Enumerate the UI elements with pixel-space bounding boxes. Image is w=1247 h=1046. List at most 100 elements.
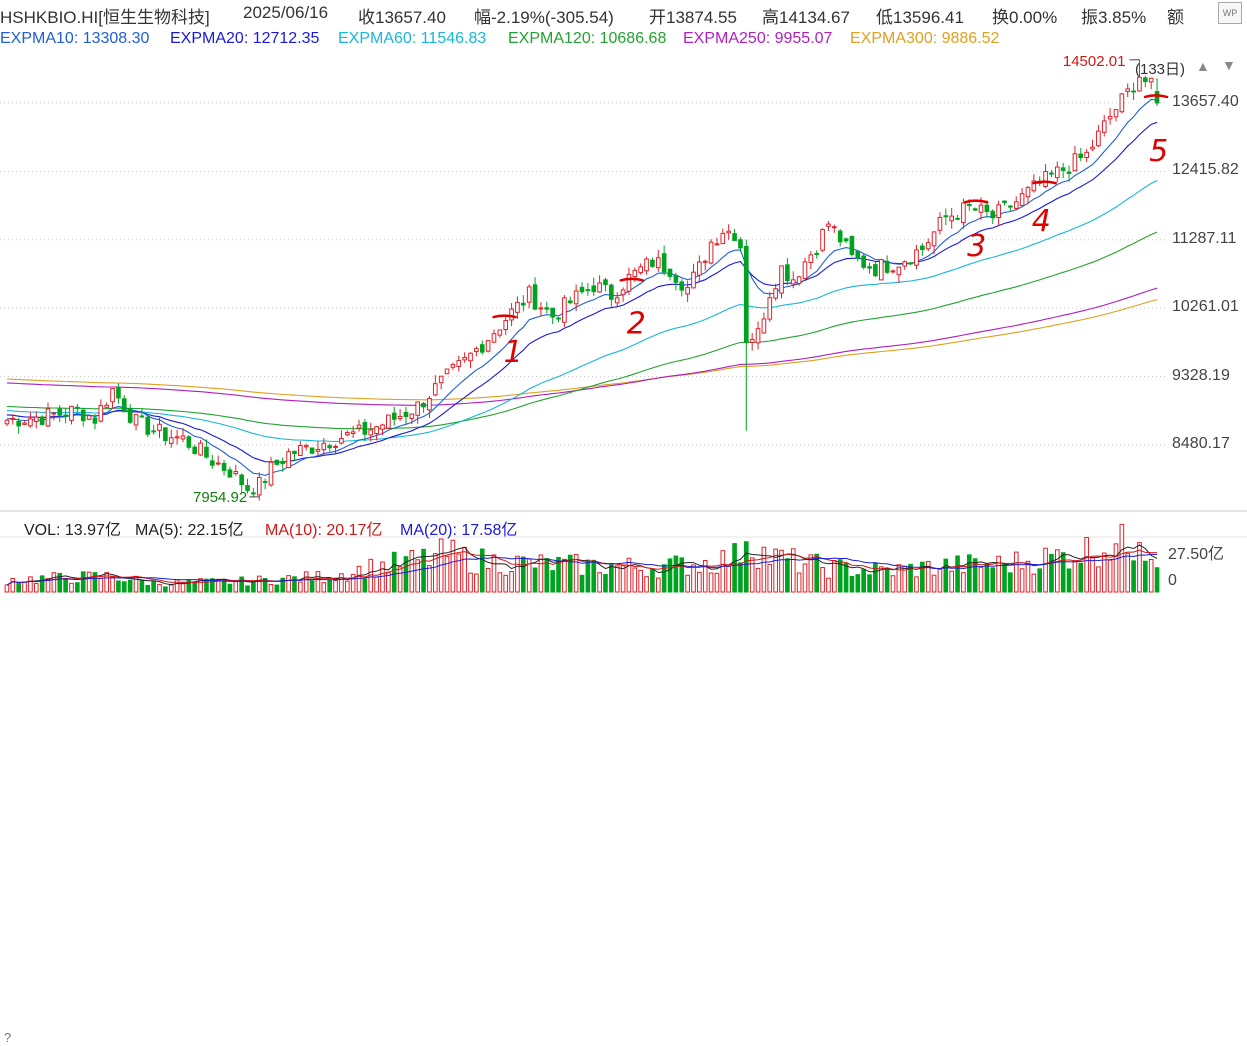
volume-bar xyxy=(1025,560,1031,593)
volume-bar xyxy=(1143,560,1148,593)
volume-bar xyxy=(468,572,473,593)
candle-body xyxy=(209,460,215,466)
y-tick-label: 10261.01 xyxy=(1172,298,1239,316)
candle-body xyxy=(485,340,491,352)
candle-body xyxy=(837,230,843,243)
volume-bar xyxy=(33,582,39,593)
volume-bar xyxy=(644,576,649,593)
candle-body xyxy=(221,462,227,471)
volume-bar xyxy=(104,572,110,593)
volume-bar xyxy=(955,555,960,593)
candle-body xyxy=(321,442,327,451)
volume-bar xyxy=(268,584,274,593)
volume-bar xyxy=(978,566,984,593)
volume-bar xyxy=(708,572,714,593)
candle-body xyxy=(614,297,620,304)
candle-body xyxy=(920,245,925,251)
candle-body xyxy=(925,242,931,250)
ema300-label: EXPMA300: 9886.52 xyxy=(850,30,1000,47)
candle-body xyxy=(679,281,685,291)
hand-dash-mark xyxy=(492,314,517,319)
volume-bar xyxy=(339,573,344,593)
candlestick-chart[interactable]: 14502.01 7954.92 1 2 3 4 5 xyxy=(0,0,1247,597)
volume-bar xyxy=(755,567,761,593)
candle-body xyxy=(368,429,374,436)
candle-body xyxy=(732,233,737,241)
hand-dash-mark xyxy=(1032,180,1057,185)
candle-body xyxy=(110,388,115,403)
candle-body xyxy=(80,409,86,422)
candle-body xyxy=(802,261,808,279)
candle-body xyxy=(374,426,379,435)
candle-body xyxy=(673,274,679,283)
candle-body xyxy=(667,268,673,277)
wp-button[interactable]: WP xyxy=(1218,2,1242,24)
ema60-label: EXPMA60: 11546.83 xyxy=(338,30,487,47)
amount-label: 额 xyxy=(1167,8,1184,27)
volume-bar xyxy=(990,567,996,593)
candle-body xyxy=(779,265,784,294)
ema10-line xyxy=(6,98,1158,476)
candle-body xyxy=(274,459,280,465)
volume-bar xyxy=(1107,559,1113,593)
volume-bar xyxy=(573,554,579,593)
volume-bar xyxy=(1049,553,1054,593)
volume-bar xyxy=(966,554,972,593)
volume-bar xyxy=(603,574,608,593)
question-icon[interactable]: ? xyxy=(4,1030,12,1045)
candle-body xyxy=(855,250,861,259)
candle-body xyxy=(386,414,391,429)
volume-bar xyxy=(1154,567,1160,593)
candle-body xyxy=(808,254,814,263)
y-tick-label: 8480.17 xyxy=(1172,434,1230,452)
candle-body xyxy=(1125,88,1131,92)
volume-bar xyxy=(790,548,796,593)
volume-bar xyxy=(110,576,115,593)
volume-bar xyxy=(743,541,749,593)
candle-body xyxy=(691,271,696,289)
candle-body xyxy=(708,241,714,264)
volume-bar xyxy=(820,567,825,593)
volume-bar xyxy=(139,579,145,593)
volume-bar xyxy=(274,584,280,593)
candle-body xyxy=(444,368,450,375)
volume-bar xyxy=(168,584,174,593)
candle-body xyxy=(333,445,338,448)
candle-body xyxy=(1002,200,1007,203)
candle-body xyxy=(63,414,68,417)
volume-bar xyxy=(937,568,943,593)
volume-bar xyxy=(245,585,250,593)
collapse-up-icon[interactable]: ▲ xyxy=(1196,58,1210,74)
volume-zero-label: 0 xyxy=(1168,572,1177,589)
volume-bar xyxy=(503,574,509,593)
candle-body xyxy=(362,422,368,435)
candle-body xyxy=(579,286,585,293)
candle-body xyxy=(1137,76,1142,92)
period-selector[interactable]: (133日) xyxy=(1135,61,1186,78)
candle-body xyxy=(785,264,790,282)
volume-bar xyxy=(655,577,661,593)
candle-body xyxy=(873,264,878,277)
volume-bar xyxy=(808,554,814,593)
candle-body xyxy=(1072,153,1078,172)
volume-bar xyxy=(620,565,626,593)
volume-bar xyxy=(344,580,350,593)
candle-body xyxy=(1154,91,1160,104)
candle-body xyxy=(438,375,444,384)
candle-body xyxy=(1019,193,1025,206)
dropdown-icon[interactable]: ▼ xyxy=(1222,57,1236,73)
volume-bar xyxy=(280,577,286,593)
volume-bar xyxy=(597,572,602,593)
candle-body xyxy=(268,461,274,486)
volume-bar xyxy=(685,574,690,593)
volume-bar xyxy=(1031,573,1037,593)
volume-bar xyxy=(837,559,843,593)
candle-body xyxy=(116,387,121,399)
volume-bar xyxy=(1013,551,1019,593)
volume-bar xyxy=(949,570,955,593)
volume-bar xyxy=(562,558,567,593)
candle-body xyxy=(532,284,538,310)
volume-bar xyxy=(39,575,45,593)
volume-bar xyxy=(914,576,919,593)
volume-bar xyxy=(1043,547,1048,593)
